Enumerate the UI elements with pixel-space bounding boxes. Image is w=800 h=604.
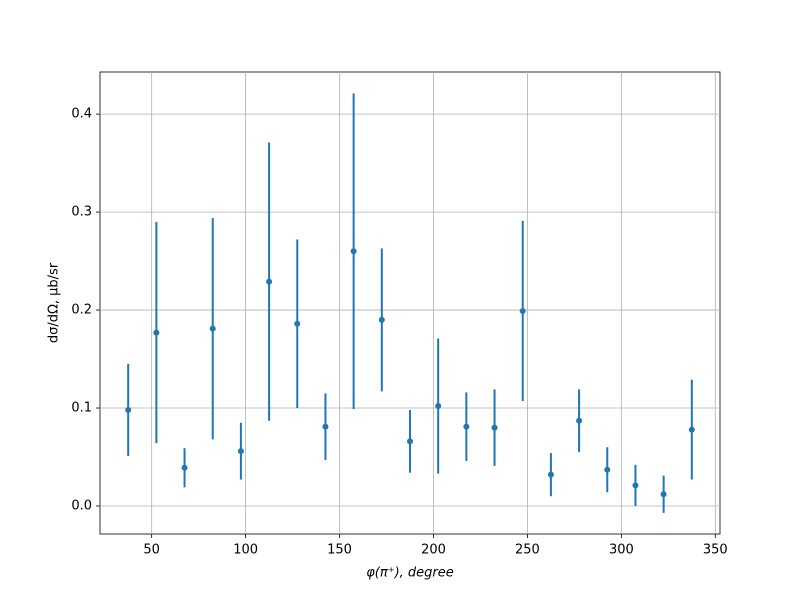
- x-axis-label: φ(π⁺), degree: [366, 566, 454, 581]
- data-point: [407, 438, 413, 445]
- data-point: [378, 316, 385, 323]
- data-point: [350, 248, 357, 255]
- data-point: [576, 417, 583, 424]
- y-tick-label: 0.1: [71, 401, 92, 416]
- plot-frame: [99, 71, 721, 535]
- data-point: [153, 329, 160, 336]
- data-point: [181, 464, 188, 471]
- data-point: [547, 471, 554, 478]
- data-point: [435, 403, 442, 410]
- data-point: [660, 491, 667, 498]
- x-tick-label: 200: [421, 543, 446, 558]
- data-point: [322, 423, 329, 430]
- x-tick-label: 150: [327, 543, 352, 558]
- y-axis-label: dσ/dΩ, μb/sr: [47, 262, 62, 343]
- data-point: [294, 320, 301, 327]
- x-tick-label: 50: [143, 543, 160, 558]
- data-point: [125, 406, 132, 413]
- data-point: [463, 423, 470, 430]
- x-tick-label: 100: [233, 543, 258, 558]
- data-point: [237, 448, 244, 455]
- data-point: [688, 426, 695, 433]
- data-point: [519, 308, 526, 315]
- y-tick-label: 0.0: [71, 498, 92, 513]
- data-point: [266, 278, 273, 285]
- y-tick-label: 0.4: [71, 107, 92, 122]
- data-point: [209, 325, 216, 332]
- x-tick-label: 250: [515, 543, 540, 558]
- y-tick-label: 0.3: [71, 205, 92, 220]
- data-point: [491, 424, 498, 431]
- x-tick-label: 350: [703, 543, 728, 558]
- x-tick-label: 300: [609, 543, 634, 558]
- y-tick-label: 0.2: [71, 303, 92, 318]
- data-point: [604, 466, 611, 473]
- data-point: [632, 482, 639, 489]
